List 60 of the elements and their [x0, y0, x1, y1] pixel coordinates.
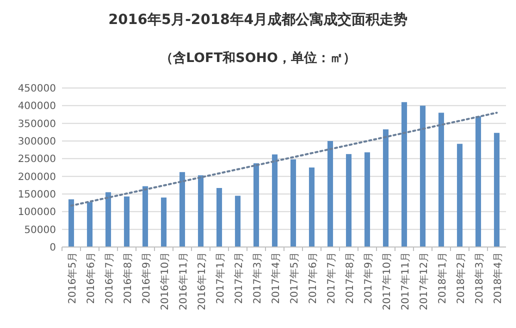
bar [364, 152, 370, 247]
x-tick-label: 2016年5月 [66, 252, 78, 304]
y-tick-label: 400000 [18, 101, 56, 112]
y-tick-label: 450000 [18, 84, 56, 94]
x-tick-label: 2017年10月 [380, 252, 393, 310]
x-tick-label: 2017年4月 [270, 252, 282, 304]
x-tick-label: 2017年1月 [214, 252, 226, 304]
x-tick-label: 2016年8月 [122, 252, 134, 304]
bar [105, 192, 112, 247]
chart-subtitle: （含LOFT和SOHO，单位：㎡） [160, 50, 356, 66]
x-tick-label: 2017年11月 [399, 252, 412, 310]
y-tick-label: 250000 [18, 154, 56, 166]
x-tick-label: 2016年6月 [84, 252, 97, 304]
bar [198, 175, 204, 247]
bar [179, 172, 186, 247]
y-tick-label: 0 [50, 242, 56, 254]
x-tick-label: 2017年3月 [251, 252, 264, 304]
bar [308, 168, 315, 247]
bar [142, 186, 148, 247]
x-tick-label: 2017年6月 [306, 252, 319, 304]
bar [216, 188, 222, 247]
bar [401, 102, 408, 247]
x-tick-label: 2016年12月 [196, 252, 208, 310]
x-tick-label: 2018年4月 [492, 252, 504, 304]
x-tick-label: 2018年1月 [436, 252, 448, 304]
x-tick-label: 2018年3月 [473, 252, 486, 304]
bar [382, 129, 389, 247]
bar [346, 154, 352, 247]
bar [438, 112, 444, 247]
x-tick-label: 2017年7月 [325, 252, 338, 304]
x-tick-label: 2016年9月 [140, 252, 152, 304]
y-tick-label: 350000 [18, 118, 56, 130]
bar [160, 198, 167, 247]
y-tick-label: 300000 [18, 136, 56, 148]
bar [420, 106, 426, 247]
bar [68, 199, 74, 247]
bar [253, 163, 260, 247]
y-tick-label: 150000 [18, 190, 56, 200]
bar [124, 196, 130, 247]
y-tick-label: 100000 [18, 207, 56, 218]
x-tick-label: 2017年9月 [362, 252, 374, 304]
x-tick-label: 2017年2月 [232, 252, 245, 304]
x-tick-label: 2017年8月 [344, 252, 356, 304]
y-tick-label: 200000 [18, 172, 56, 183]
x-tick-label: 2016年7月 [103, 252, 116, 304]
x-tick-label: 2017年12月 [418, 252, 430, 310]
y-tick-label: 50000 [24, 224, 56, 236]
x-tick-label: 2016年11月 [177, 252, 190, 310]
bar [290, 159, 296, 247]
chart-title: 2016年5月-2018年4月成都公寓成交面积走势 [108, 11, 408, 28]
bar [234, 196, 241, 247]
bar [272, 154, 278, 247]
bar [475, 116, 482, 247]
x-tick-label: 2017年5月 [288, 252, 300, 304]
bar [456, 144, 463, 247]
bar [494, 132, 500, 247]
x-tick-label: 2018年2月 [454, 252, 467, 304]
bar [86, 202, 93, 247]
bar [327, 141, 334, 247]
x-tick-label: 2016年10月 [158, 252, 171, 310]
